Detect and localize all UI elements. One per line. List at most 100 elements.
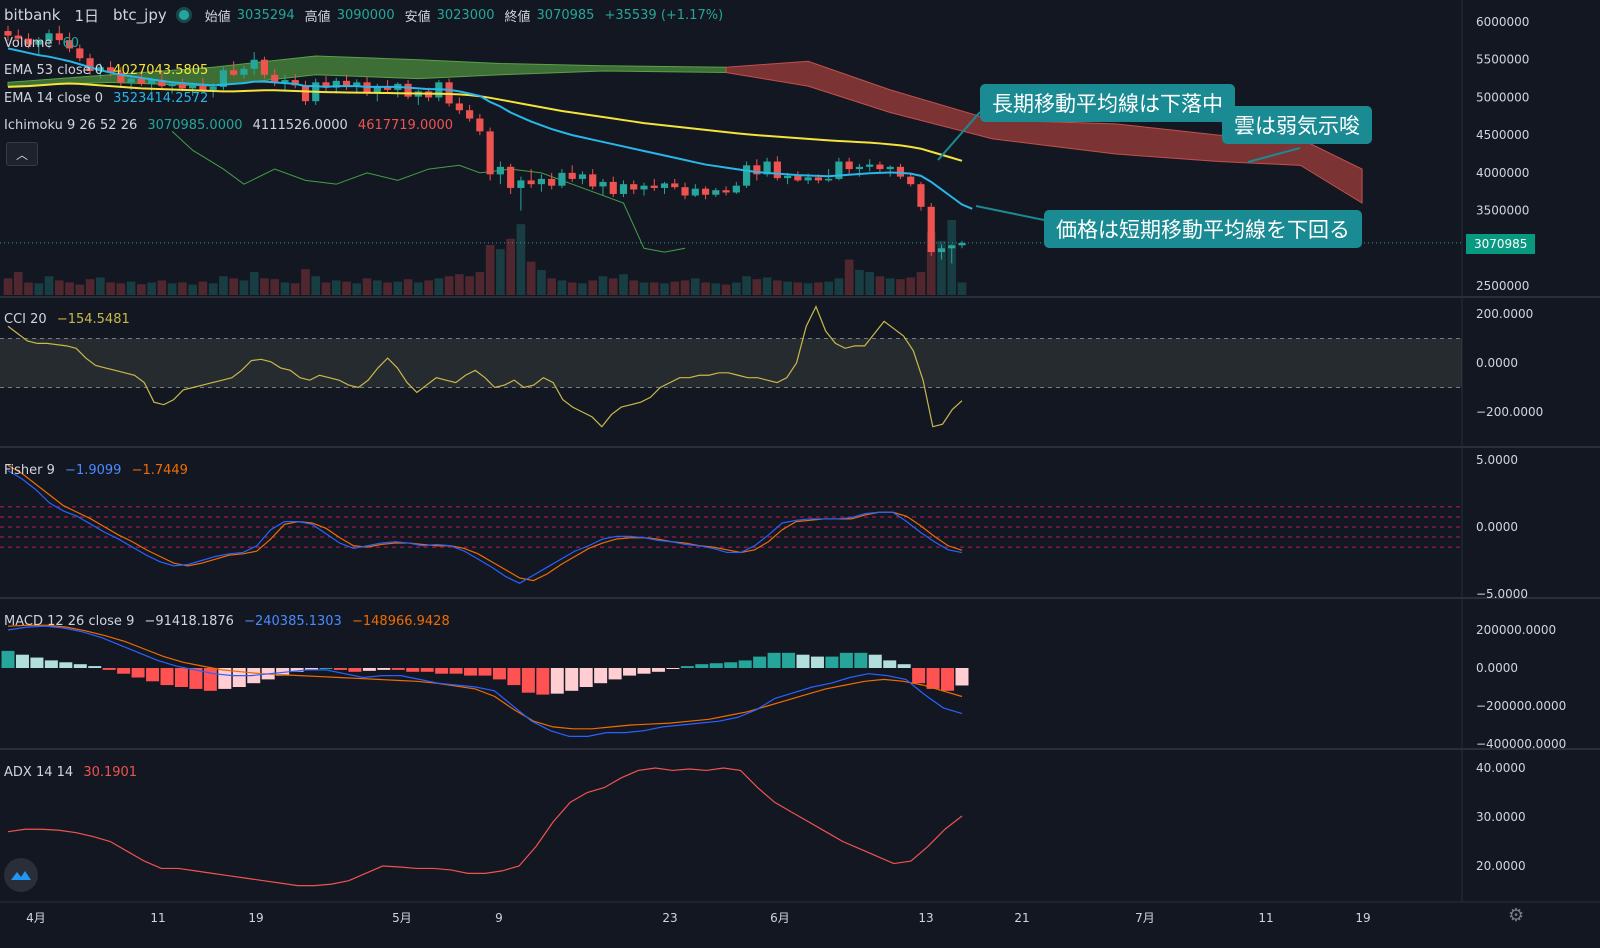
macd-histogram-bar [695, 664, 709, 668]
volume-bar [116, 283, 126, 295]
tradingview-logo[interactable] [4, 858, 38, 892]
candle-body [742, 165, 751, 186]
annotation-short-ma[interactable]: 価格は短期移動平均線を下回る [1044, 210, 1362, 248]
annotation-cloud[interactable]: 雲は弱気示唆 [1222, 106, 1372, 144]
macd-histogram-bar [839, 652, 853, 668]
macd-histogram-bar [608, 668, 622, 680]
time-tick-label: 13 [918, 911, 933, 925]
macd-histogram-bar [30, 657, 44, 668]
volume-bar [280, 282, 290, 295]
candle-body [4, 31, 12, 36]
ema14-label: EMA 14 close 0 [4, 91, 104, 106]
volume-bar [537, 270, 546, 295]
macd-histogram-bar [290, 668, 304, 672]
macd-histogram-bar [536, 668, 550, 695]
macd-histogram-bar [44, 660, 58, 668]
candle-body [537, 178, 546, 185]
candle-body [937, 248, 946, 253]
time-tick-label: 21 [1014, 911, 1029, 925]
time-tick-label: 19 [1355, 911, 1370, 925]
candle-body [219, 70, 228, 87]
volume-bar [906, 277, 916, 295]
volume-bar [188, 284, 197, 295]
candle-body [342, 80, 351, 87]
cci-tick-label: 0.0000 [1476, 356, 1518, 370]
settings-gear-icon[interactable]: ⚙ [1508, 905, 1525, 926]
ema14-line [7, 47, 973, 210]
volume-bar [803, 283, 813, 295]
candle-body [76, 48, 84, 59]
candle-body [876, 164, 884, 170]
candle-body [548, 178, 556, 186]
high-label: 高値 [304, 9, 331, 25]
candle-body [137, 78, 145, 84]
volume-bar [290, 283, 300, 295]
macd-histogram-bar [738, 660, 752, 668]
low-label: 安値 [404, 9, 431, 25]
volume-bar [578, 283, 587, 295]
annotation-long-ma[interactable]: 長期移動平均線は下落中 [980, 84, 1235, 122]
volume-bar [75, 284, 85, 295]
volume-bar [690, 278, 700, 295]
candle-body [209, 86, 217, 90]
fisher-line [7, 470, 963, 584]
volume-bar [793, 282, 803, 295]
candle-body [732, 185, 740, 193]
volume-bar [516, 224, 526, 295]
candle-body [250, 59, 258, 69]
candle-body [86, 58, 94, 72]
exchange-name[interactable]: bitbank [4, 6, 61, 24]
volume-bar [96, 277, 105, 295]
macd-histogram-bar [117, 668, 131, 674]
candle-body [671, 183, 679, 188]
candle-body [45, 33, 53, 41]
macd-histogram-bar [666, 668, 680, 669]
adx-legend[interactable]: ADX 14 14 30.1901 [4, 765, 137, 780]
ichimoku-value-1: 3070985.0000 [147, 118, 243, 133]
volume-bar [270, 279, 280, 295]
macd-value-2: −240385.1303 [244, 614, 342, 629]
macd-tick-label: 0.0000 [1476, 661, 1518, 675]
volume-bar [403, 279, 413, 295]
macd-histogram-bar [680, 666, 694, 668]
low-value: 3023000 [436, 7, 495, 23]
macd-histogram-bar [854, 652, 868, 668]
volume-bar [926, 232, 936, 295]
collapse-legend-button[interactable]: ︿ [6, 142, 38, 166]
cci-tick-label: 200.0000 [1476, 307, 1533, 321]
symbol-name[interactable]: btc_jpy [113, 6, 167, 24]
fisher-value-1: −1.9099 [65, 463, 122, 478]
ema53-legend[interactable]: EMA 53 close 0 4027043.5805 [4, 63, 208, 78]
ema14-legend[interactable]: EMA 14 close 0 3523414.2572 [4, 91, 208, 106]
volume-bar [526, 261, 536, 295]
volume-bar [598, 276, 608, 295]
candle-body [65, 40, 74, 49]
price-tick-label: 6000000 [1476, 15, 1529, 29]
volume-bar [588, 280, 598, 295]
last-price-tag: 3070985 [1466, 234, 1536, 254]
volume-bar [844, 259, 854, 295]
cci-legend[interactable]: CCI 20 −154.5481 [4, 312, 130, 327]
macd-legend[interactable]: MACD 12 26 close 9 −91418.1876 −240385.1… [4, 614, 450, 629]
candle-body [681, 187, 689, 196]
time-tick-label: 9 [495, 911, 503, 925]
ichimoku-legend[interactable]: Ichimoku 9 26 52 26 3070985.0000 4111526… [4, 118, 453, 133]
macd-label: MACD 12 26 close 9 [4, 614, 135, 629]
volume-bar [762, 277, 772, 295]
interval-label[interactable]: 1日 [74, 6, 100, 25]
macd-histogram-bar [146, 668, 160, 682]
volume-legend[interactable]: Volume 60 [4, 36, 79, 51]
fisher-legend[interactable]: Fisher 9 −1.9099 −1.7449 [4, 463, 188, 478]
candle-body [855, 166, 864, 170]
macd-tick-label: 200000.0000 [1476, 623, 1556, 637]
candle-body [178, 83, 186, 89]
volume-bar [742, 276, 751, 295]
volume-bar [24, 282, 33, 295]
macd-value-3: −148966.9428 [351, 614, 450, 629]
volume-bar [567, 282, 577, 295]
candle-body [917, 184, 925, 207]
candle-body [281, 80, 289, 83]
candle-body [599, 181, 607, 187]
volume-bar [208, 283, 218, 295]
